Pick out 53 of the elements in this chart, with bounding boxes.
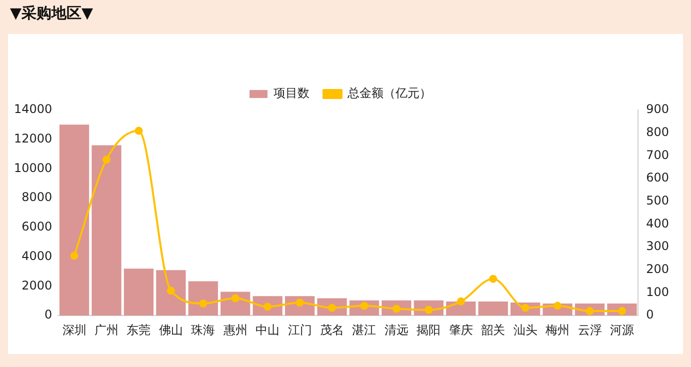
x-tick-label: 深圳 (62, 322, 86, 337)
y2-tick-label: 400 (646, 216, 669, 230)
x-tick-label: 东莞 (126, 322, 151, 337)
point (489, 274, 498, 283)
x-tick-label: 珠海 (191, 322, 216, 337)
point (456, 297, 465, 306)
x-tick-label: 揭阳 (416, 322, 441, 337)
x-tick-label: 茂名 (320, 322, 344, 337)
legend-label: 项目数 (274, 86, 310, 100)
y-tick-label: 8000 (22, 190, 52, 204)
chart-title: ▼采购地区▼ (10, 4, 94, 23)
x-tick-label: 韶关 (481, 322, 506, 337)
bar (478, 302, 508, 316)
x-tick-label: 惠州 (222, 322, 248, 337)
y2-tick-label: 500 (646, 194, 669, 208)
y-tick-label: 6000 (22, 220, 52, 234)
y2-tick-label: 100 (646, 284, 669, 299)
y-tick-label: 12000 (14, 131, 52, 146)
y-tick-label: 0 (44, 308, 52, 322)
x-tick-label: 梅州 (544, 322, 570, 337)
y-tick-label: 14000 (14, 102, 52, 116)
x-tick-label: 汕头 (513, 322, 538, 337)
y-tick-label: 2000 (22, 278, 52, 292)
y2-tick-label: 900 (646, 102, 669, 116)
y2-tick-label: 700 (646, 148, 669, 162)
y-tick-label: 4000 (22, 248, 52, 263)
y2-tick-label: 200 (646, 262, 669, 276)
bar (92, 145, 122, 316)
point (102, 156, 110, 164)
point (199, 299, 208, 308)
x-tick-label: 清远 (384, 322, 408, 337)
y2-tick-label: 800 (646, 124, 669, 139)
x-tick-label: 中山 (256, 322, 280, 337)
y2-tick-label: 600 (646, 170, 669, 185)
bar (59, 124, 90, 316)
x-tick-label: 江门 (288, 322, 312, 337)
point (70, 252, 78, 260)
x-tick-label: 河源 (610, 322, 634, 337)
point (231, 294, 240, 302)
bar (124, 268, 154, 316)
point (134, 126, 143, 135)
x-tick-label: 云浮 (578, 322, 602, 337)
y2-tick-label: 0 (646, 308, 654, 322)
point (166, 286, 175, 295)
bar (188, 281, 218, 316)
x-tick-label: 湛江 (352, 322, 376, 337)
x-tick-label: 佛山 (158, 322, 183, 337)
x-tick-label: 肇庆 (448, 322, 473, 337)
x-tick-label: 广州 (94, 322, 118, 337)
y2-tick-label: 300 (646, 239, 669, 254)
y-tick-label: 10000 (14, 160, 52, 175)
bar (156, 270, 186, 316)
legend-label: 总金额（亿元） (346, 86, 432, 100)
